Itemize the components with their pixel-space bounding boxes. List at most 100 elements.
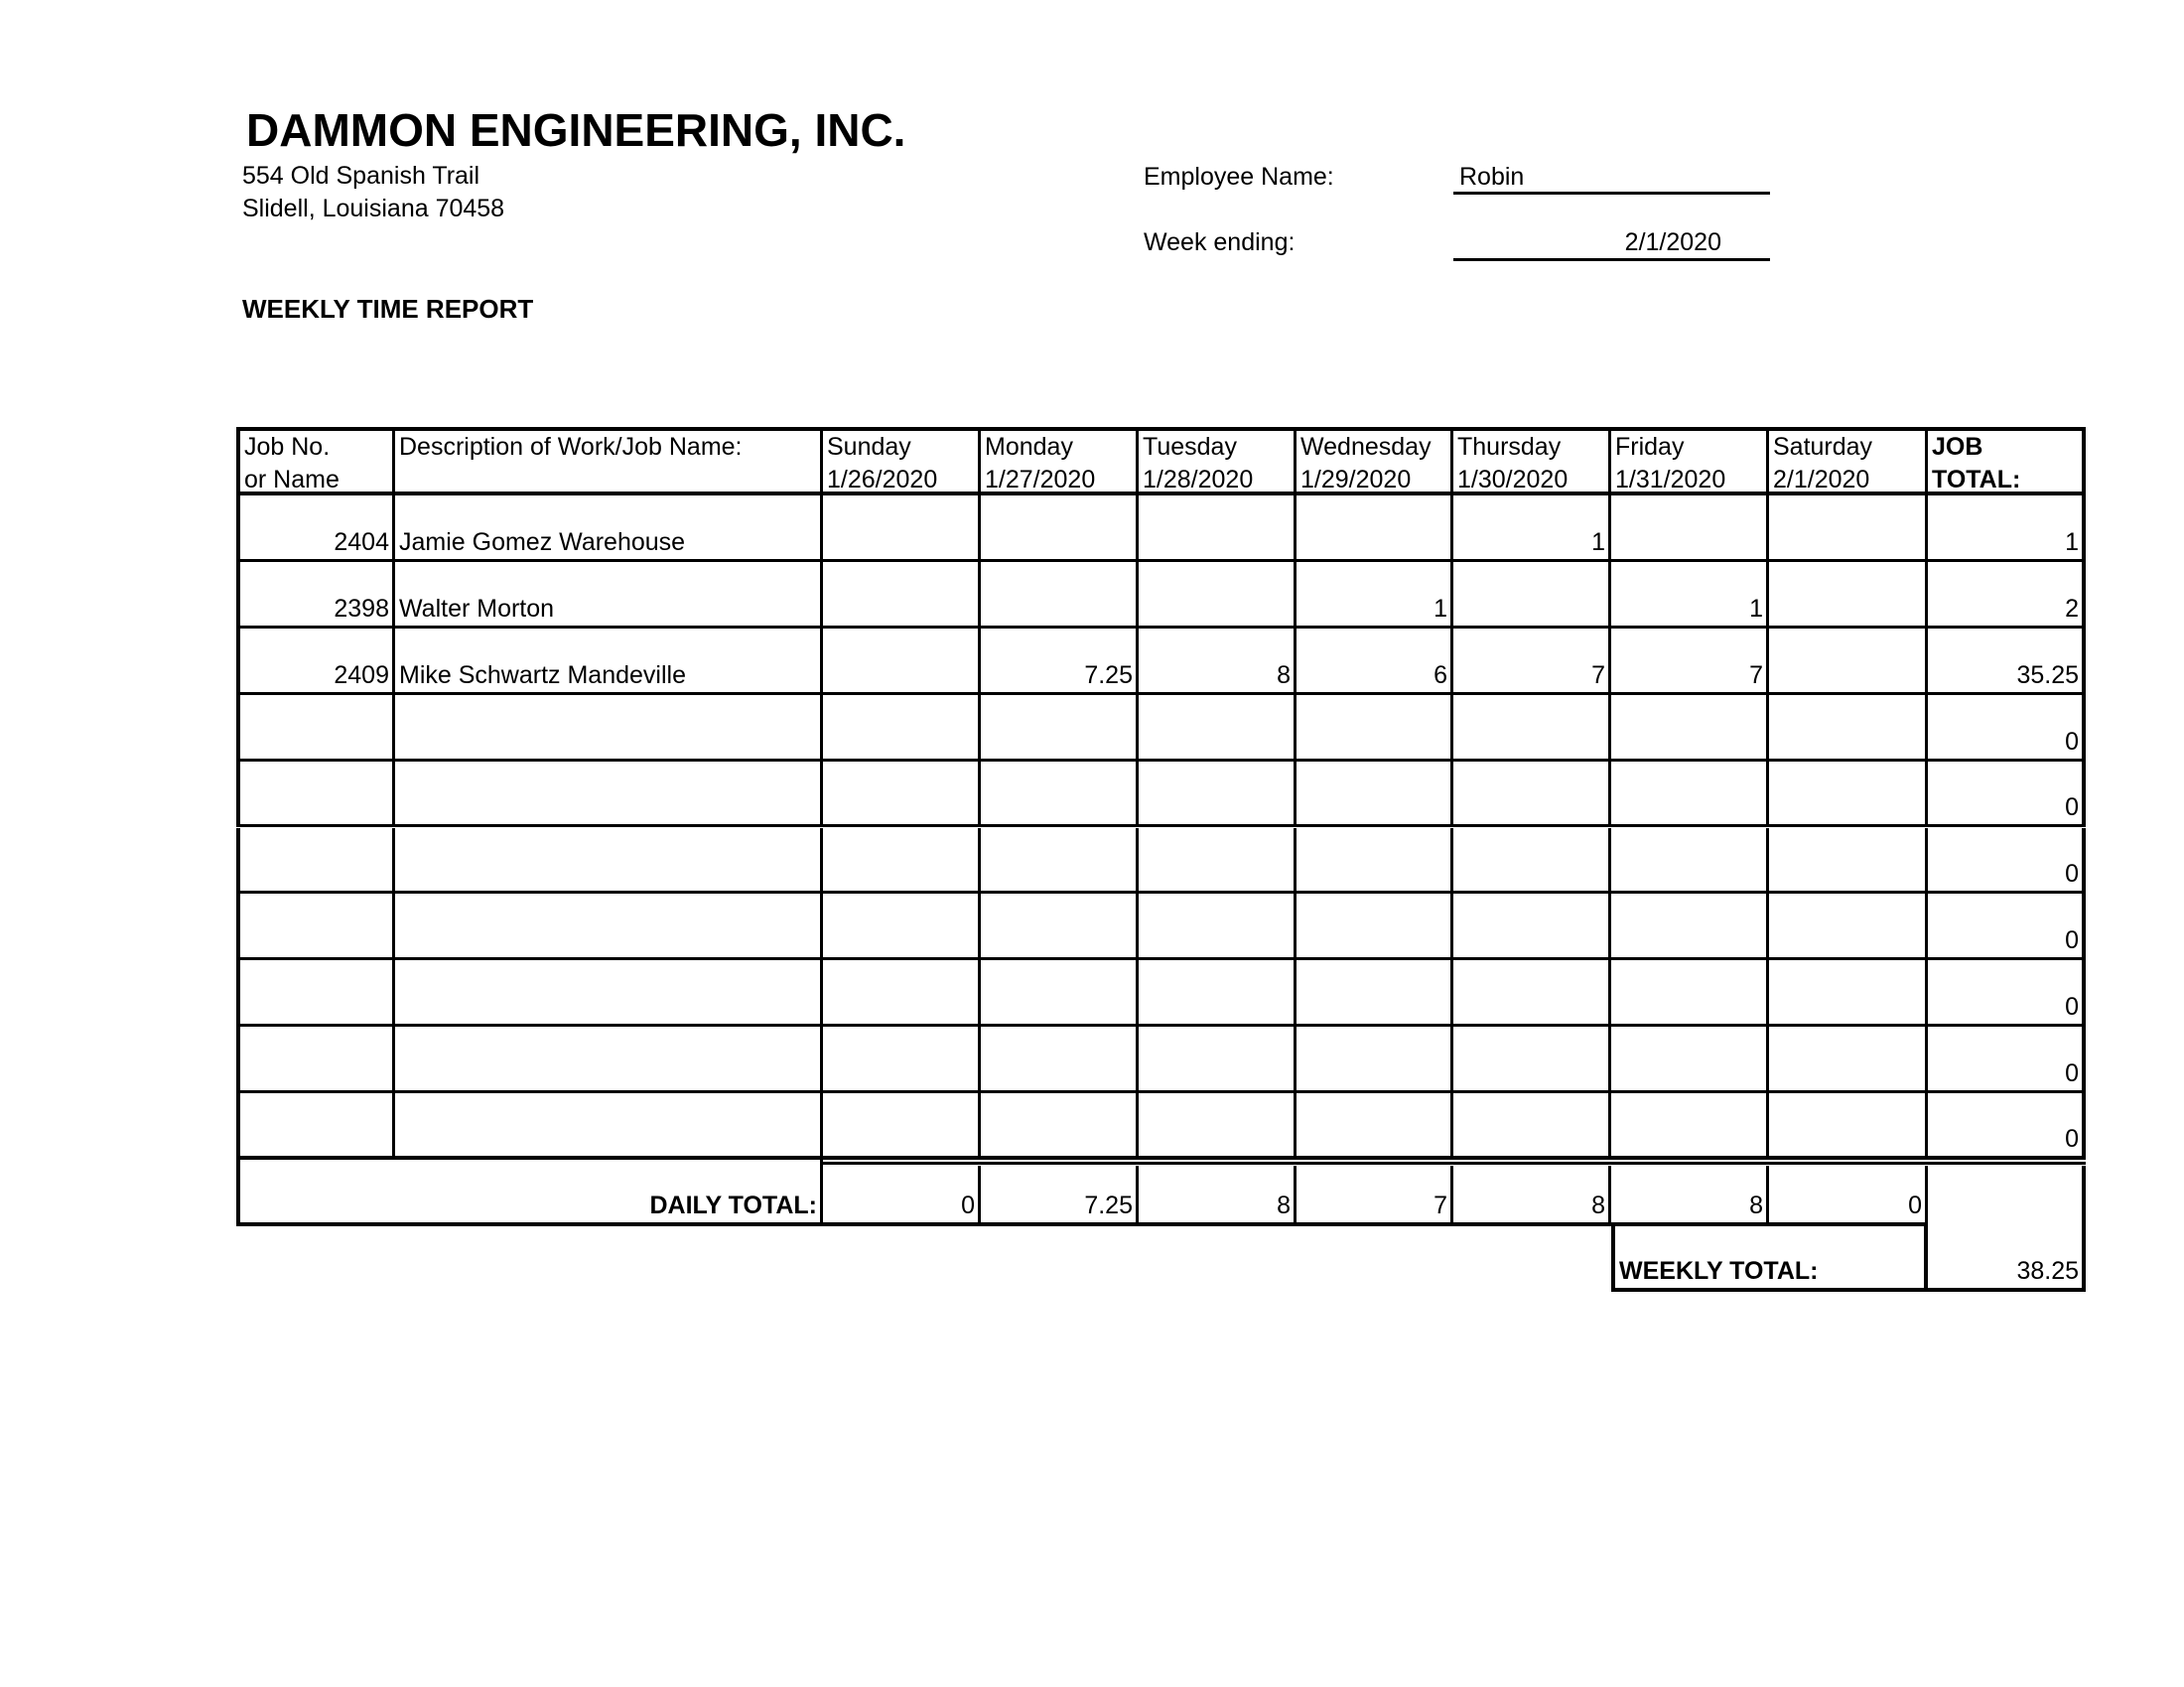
cell-job-total: 1 [1928, 495, 2086, 562]
cell-job-no: 2409 [236, 628, 395, 695]
cell-wednesday [1297, 694, 1453, 762]
cell-job-total: 0 [1928, 694, 2086, 762]
cell-sunday [823, 1027, 981, 1094]
cell-job-no [236, 1027, 395, 1094]
cell-job-no [236, 761, 395, 828]
cell-sunday [823, 761, 981, 828]
header-line: 1/26/2020 [827, 466, 938, 493]
cell-monday: 7.25 [981, 628, 1139, 695]
cell-saturday [1769, 495, 1928, 562]
company-address-line2: Slidell, Louisiana 70458 [242, 195, 505, 222]
header-line: 2/1/2020 [1773, 466, 1870, 493]
cell-wednesday [1297, 1093, 1453, 1160]
header-line: or Name [244, 466, 340, 493]
cell-wednesday [1297, 495, 1453, 562]
cell-description [395, 1027, 823, 1094]
header-line: 1/30/2020 [1457, 466, 1569, 493]
header-line: Description of Work/Job Name: [399, 433, 743, 461]
daily-total-monday: 7.25 [981, 1166, 1139, 1226]
header-line: Friday [1615, 433, 1685, 461]
cell-monday [981, 561, 1139, 629]
cell-description [395, 960, 823, 1028]
header-line: 1/27/2020 [985, 466, 1096, 493]
cell-sunday [823, 827, 981, 895]
daily-total-label: DAILY TOTAL: [236, 1160, 823, 1226]
cell-friday [1611, 960, 1769, 1028]
cell-job-total: 0 [1928, 827, 2086, 895]
header-line: 1/29/2020 [1300, 466, 1412, 493]
company-name: DAMMON ENGINEERING, INC. [246, 104, 906, 156]
cell-job-total: 0 [1928, 761, 2086, 828]
double-rule [823, 1162, 2086, 1165]
header-line: Sunday [827, 433, 911, 461]
cell-sunday [823, 894, 981, 961]
cell-saturday [1769, 628, 1928, 695]
cell-job-no [236, 960, 395, 1028]
cell-job-no: 2404 [236, 495, 395, 562]
cell-monday [981, 761, 1139, 828]
cell-tuesday: 8 [1139, 628, 1297, 695]
cell-friday [1611, 827, 1769, 895]
cell-monday [981, 894, 1139, 961]
cell-saturday [1769, 960, 1928, 1028]
cell-tuesday [1139, 960, 1297, 1028]
header-tuesday: Tuesday 1/28/2020 [1139, 427, 1297, 495]
header-line: 1/28/2020 [1143, 466, 1254, 493]
cell-wednesday [1297, 960, 1453, 1028]
company-address-line1: 554 Old Spanish Trail [242, 162, 480, 190]
header-line: Wednesday [1300, 433, 1432, 461]
cell-monday [981, 1093, 1139, 1160]
cell-tuesday [1139, 761, 1297, 828]
cell-job-total: 0 [1928, 894, 2086, 961]
cell-tuesday [1139, 1093, 1297, 1160]
cell-monday [981, 495, 1139, 562]
weekly-total-label: WEEKLY TOTAL: [1611, 1226, 1928, 1292]
cell-saturday [1769, 761, 1928, 828]
cell-monday [981, 1027, 1139, 1094]
cell-tuesday [1139, 1027, 1297, 1094]
header-line: Saturday [1773, 433, 1873, 461]
header-job-total: JOB TOTAL: [1928, 427, 2086, 495]
header-line: Monday [985, 433, 1073, 461]
cell-saturday [1769, 827, 1928, 895]
cell-thursday [1453, 1027, 1611, 1094]
cell-job-total: 2 [1928, 561, 2086, 629]
cell-tuesday [1139, 495, 1297, 562]
cell-job-no [236, 694, 395, 762]
header-line: JOB [1932, 433, 1983, 461]
cell-job-total: 0 [1928, 1027, 2086, 1094]
cell-saturday [1769, 694, 1928, 762]
header-friday: Friday 1/31/2020 [1611, 427, 1769, 495]
cell-description: Mike Schwartz Mandeville [395, 628, 823, 695]
cell-job-no [236, 894, 395, 961]
cell-description [395, 1093, 823, 1160]
cell-tuesday [1139, 694, 1297, 762]
cell-job-total: 35.25 [1928, 628, 2086, 695]
cell-thursday: 1 [1453, 495, 1611, 562]
cell-saturday [1769, 1027, 1928, 1094]
cell-monday [981, 827, 1139, 895]
header-sunday: Sunday 1/26/2020 [823, 427, 981, 495]
header-description: Description of Work/Job Name: [395, 427, 823, 495]
cell-sunday [823, 694, 981, 762]
cell-sunday [823, 495, 981, 562]
cell-friday [1611, 495, 1769, 562]
cell-wednesday [1297, 827, 1453, 895]
cell-sunday [823, 628, 981, 695]
cell-description [395, 894, 823, 961]
cell-sunday [823, 960, 981, 1028]
header-line: Tuesday [1143, 433, 1237, 461]
cell-saturday [1769, 561, 1928, 629]
daily-total-friday: 8 [1611, 1166, 1769, 1226]
header-saturday: Saturday 2/1/2020 [1769, 427, 1928, 495]
daily-total-tuesday: 8 [1139, 1166, 1297, 1226]
cell-sunday [823, 1093, 981, 1160]
cell-wednesday [1297, 1027, 1453, 1094]
header-line: Job No. [244, 433, 331, 461]
cell-thursday [1453, 827, 1611, 895]
week-ending-underline [1453, 258, 1770, 261]
cell-wednesday [1297, 761, 1453, 828]
cell-description [395, 761, 823, 828]
cell-friday [1611, 1027, 1769, 1094]
cell-thursday: 7 [1453, 628, 1611, 695]
